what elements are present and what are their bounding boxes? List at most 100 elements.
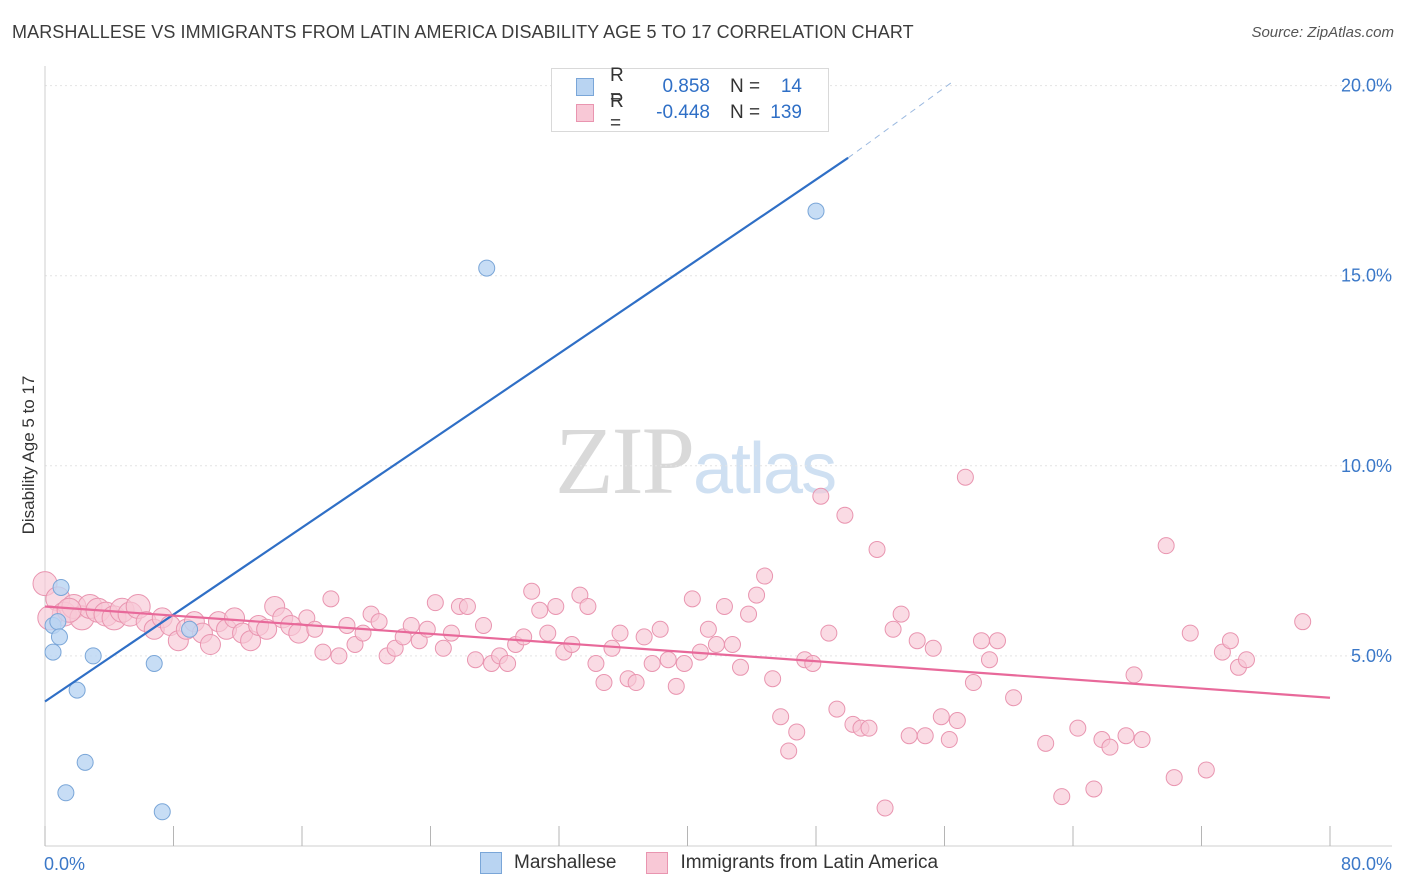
point-immigrants [434, 639, 452, 657]
point-immigrants [330, 647, 348, 665]
legend-r-label: R = [610, 65, 624, 108]
point-immigrants [1294, 613, 1312, 631]
grid [45, 85, 1392, 657]
point-immigrants [199, 633, 221, 655]
point-immigrants [635, 628, 653, 646]
point-marshallese [57, 784, 75, 802]
legend-swatch-immigrants [576, 104, 594, 122]
trend-line-immigrants [44, 605, 1331, 699]
legend-r-label: R = [610, 91, 624, 134]
point-marshallese [807, 202, 825, 220]
correlation-legend: R = 0.858 N = 14 R = -0.448 N = 139 [551, 65, 829, 134]
point-immigrants [611, 624, 629, 642]
point-immigrants [723, 635, 741, 653]
point-immigrants [812, 487, 830, 505]
legend-n-value: 14 [780, 76, 802, 97]
point-immigrants [740, 605, 758, 623]
point-immigrants [675, 655, 693, 673]
point-immigrants [1069, 719, 1087, 737]
legend-r-value: -0.448 [656, 102, 710, 123]
legend-swatch-marshallese [480, 852, 502, 874]
point-immigrants [338, 616, 356, 634]
legend-row-immigrants: R = -0.448 N = 139 [576, 91, 802, 134]
trend-line-marshallese-extension [847, 81, 953, 159]
y-tick-label: 10.0% [1341, 456, 1392, 476]
point-marshallese [76, 753, 94, 771]
point-immigrants [370, 613, 388, 631]
point-immigrants [1197, 761, 1215, 779]
legend-n-value: 139 [770, 102, 802, 123]
series-marshallese-points [44, 202, 825, 821]
point-immigrants [458, 597, 476, 615]
legend-r-value: 0.858 [662, 76, 710, 97]
point-immigrants [1133, 731, 1151, 749]
point-marshallese [50, 628, 68, 646]
point-immigrants [932, 708, 950, 726]
point-marshallese [153, 803, 171, 821]
point-immigrants [924, 639, 942, 657]
point-immigrants [1037, 734, 1055, 752]
point-immigrants [868, 540, 886, 558]
point-immigrants [900, 727, 918, 745]
point-immigrants [756, 567, 774, 585]
point-immigrants [515, 628, 533, 646]
point-immigrants [667, 677, 685, 695]
legend-n-label: N = [730, 102, 761, 123]
point-immigrants [948, 712, 966, 730]
point-marshallese [145, 655, 163, 673]
point-immigrants [659, 651, 677, 669]
point-immigrants [892, 605, 910, 623]
point-immigrants [884, 620, 902, 638]
point-immigrants [876, 799, 894, 817]
point-immigrants [828, 700, 846, 718]
y-tick-label: 20.0% [1341, 76, 1392, 96]
point-marshallese [84, 647, 102, 665]
legend-label-marshallese: Marshallese [514, 852, 617, 873]
point-immigrants [908, 632, 926, 650]
series-legend: Marshallese Immigrants from Latin Americ… [480, 852, 968, 874]
point-immigrants [1221, 632, 1239, 650]
point-marshallese [181, 620, 199, 638]
point-immigrants [442, 624, 460, 642]
point-immigrants [980, 651, 998, 669]
point-immigrants [820, 624, 838, 642]
point-marshallese [49, 613, 67, 631]
point-immigrants [699, 620, 717, 638]
point-immigrants [860, 719, 878, 737]
point-immigrants [956, 468, 974, 486]
point-immigrants [1101, 738, 1119, 756]
point-immigrants [643, 655, 661, 673]
point-immigrants [1157, 537, 1175, 555]
legend-row-marshallese: R = 0.858 N = 14 [576, 65, 802, 108]
watermark-zip: ZIP [555, 407, 695, 514]
y-axis-title: Disability Age 5 to 17 [19, 376, 38, 535]
point-immigrants [466, 651, 484, 669]
y-tick-label: 5.0% [1351, 646, 1392, 666]
point-marshallese [478, 259, 496, 277]
point-immigrants [1053, 788, 1071, 806]
point-immigrants [627, 674, 645, 692]
point-immigrants [1165, 769, 1183, 787]
point-immigrants [314, 643, 332, 661]
point-immigrants [1125, 666, 1143, 684]
point-immigrants [780, 742, 798, 760]
axes [44, 66, 1392, 847]
legend-swatch-immigrants [646, 852, 669, 874]
point-immigrants [804, 655, 822, 673]
point-immigrants [579, 597, 597, 615]
legend-swatch-marshallese [576, 78, 594, 96]
y-tick-label: 15.0% [1341, 266, 1392, 286]
legend-item-immigrants: Immigrants from Latin America [646, 852, 938, 874]
trend-lines [44, 81, 1331, 703]
point-immigrants [683, 590, 701, 608]
point-immigrants [523, 582, 541, 600]
point-immigrants [715, 597, 733, 615]
point-marshallese [52, 578, 70, 596]
point-immigrants [1181, 624, 1199, 642]
point-immigrants [940, 731, 958, 749]
tick-labels: 5.0% 10.0% 15.0% 20.0% 0.0% 80.0% [44, 76, 1392, 874]
point-immigrants [475, 616, 493, 634]
point-immigrants [426, 594, 444, 612]
point-immigrants [732, 658, 750, 676]
